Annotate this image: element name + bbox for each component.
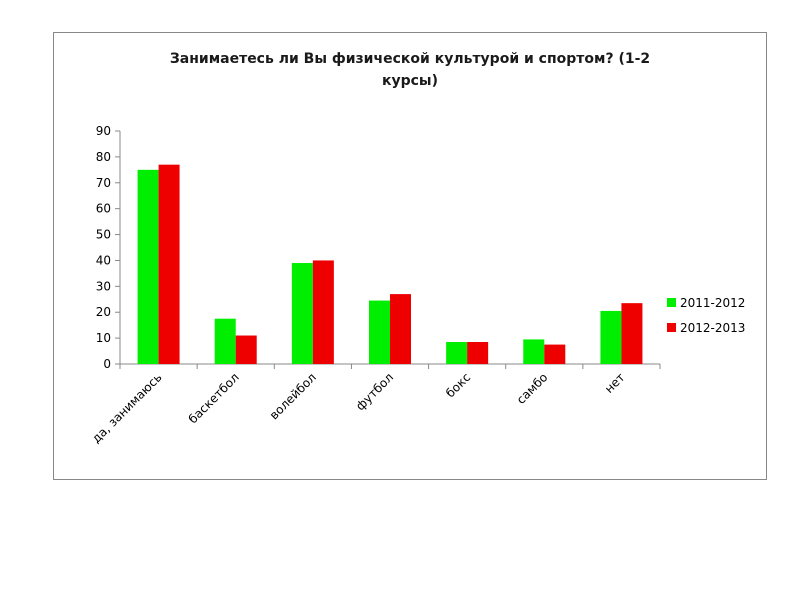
bar-series-2 xyxy=(467,341,489,364)
y-tick-label: 70 xyxy=(96,176,111,190)
y-tick-label: 60 xyxy=(96,202,111,216)
bar-series-2 xyxy=(621,303,643,364)
x-axis: да, занимаюсь баскетбол волейбол футбол бокс… xyxy=(89,363,661,446)
y-tick-label: 80 xyxy=(96,150,111,164)
bar-series-1 xyxy=(214,318,236,364)
legend-label: 2011-2012 xyxy=(680,296,745,310)
legend-swatch xyxy=(667,298,676,307)
bar-series-1 xyxy=(446,341,468,364)
category-label: самбо xyxy=(514,370,551,407)
y-axis: 0 10 20 30 40 50 60 70 80 90 xyxy=(96,124,121,371)
category-label: да, занимаюсь xyxy=(89,370,165,446)
y-tick-label: 20 xyxy=(96,305,111,319)
legend-swatch xyxy=(667,323,676,332)
bar-series-2 xyxy=(235,335,257,364)
bar-series-2 xyxy=(158,164,180,364)
bars xyxy=(137,164,643,364)
category-label: нет xyxy=(602,370,628,396)
y-tick-label: 50 xyxy=(96,228,111,242)
bar-series-2 xyxy=(544,344,566,364)
legend-label: 2012-2013 xyxy=(680,321,745,335)
chart-title: Занимаетесь ли Вы физической культурой и… xyxy=(169,51,651,89)
bar-series-1 xyxy=(600,310,622,364)
bar-series-2 xyxy=(312,260,334,364)
bar-series-1 xyxy=(291,263,313,364)
y-tick-label: 40 xyxy=(96,253,111,267)
y-tick-label: 0 xyxy=(103,357,111,371)
category-label: баскетбол xyxy=(186,370,242,426)
y-tick-label: 90 xyxy=(96,124,111,138)
category-label: футбол xyxy=(353,370,396,413)
bar-series-2 xyxy=(390,294,411,364)
category-label: бокс xyxy=(443,370,473,400)
bar-series-1 xyxy=(137,169,159,364)
bar-series-1 xyxy=(523,339,545,364)
bar-series-1 xyxy=(369,300,390,364)
y-tick-label: 10 xyxy=(96,331,111,345)
legend: 2011-2012 2012-2013 xyxy=(667,296,745,335)
y-tick-label: 30 xyxy=(96,279,111,293)
category-label: волейбол xyxy=(267,370,319,422)
